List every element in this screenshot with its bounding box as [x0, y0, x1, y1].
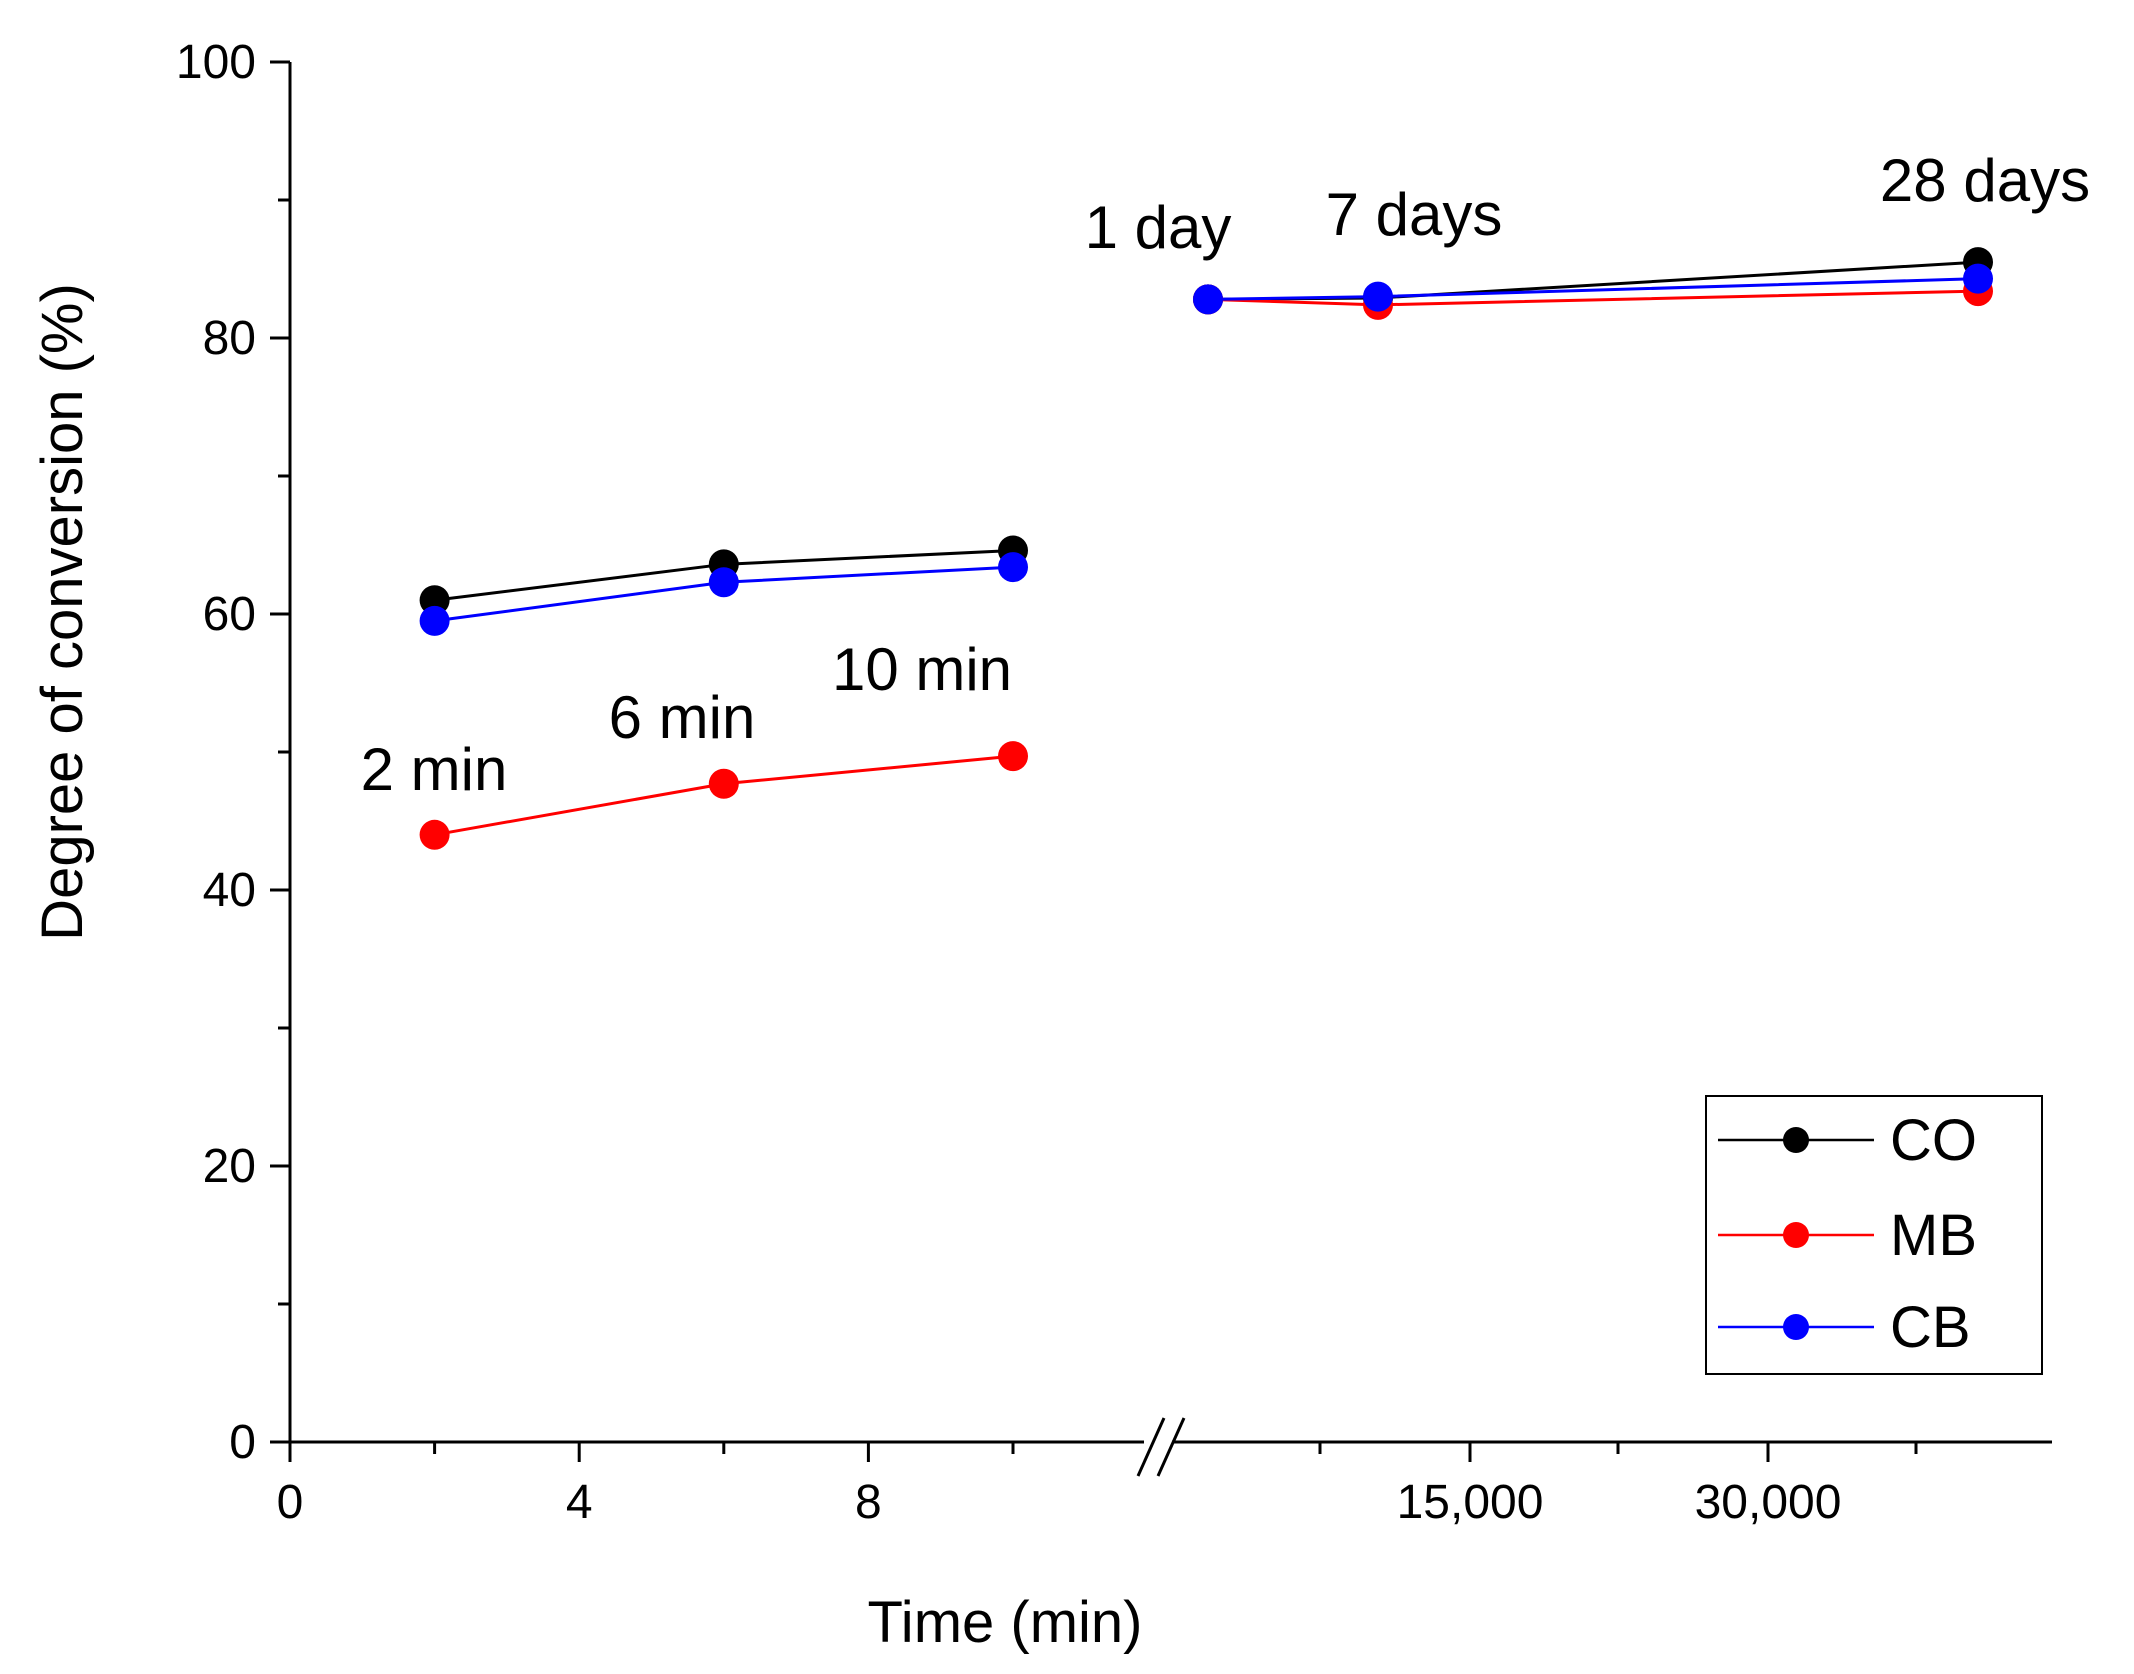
x-tick-label-15-000: 15,000: [1397, 1476, 1544, 1529]
axis-break-mark-1: [1136, 1417, 1166, 1477]
legend-label-cb: CB: [1890, 1295, 1971, 1360]
data-point-mb-seg1-1: [419, 819, 450, 850]
data-point-co-seg1-1: [419, 585, 450, 616]
legend-marker-mb: [1783, 1222, 1809, 1248]
annotation-7-days: 7 days: [1326, 181, 1503, 248]
axis-break-mark-2: [1156, 1417, 1186, 1477]
data-point-cb-seg2-1: [1193, 284, 1223, 315]
y-tick-label-60: 60: [203, 588, 256, 641]
legend-marker-cb: [1783, 1314, 1809, 1340]
data-point-cb-seg1-1: [419, 605, 450, 636]
y-tick-label-20: 20: [203, 1140, 256, 1193]
legend-label-co: CO: [1890, 1108, 1977, 1173]
data-point-cb-seg1-2: [708, 567, 739, 598]
data-point-cb-seg1-3: [998, 552, 1028, 583]
y-tick-label-100: 100: [176, 36, 256, 89]
y-axis-ticks: 0 20 40 60 80 100: [176, 36, 290, 1469]
legend-entry-cb: CB: [1718, 1295, 1971, 1360]
annotations: 2 min 6 min 10 min 1 day 7 days 28 days: [361, 147, 2090, 803]
series-line-cb-seg2: [1207, 277, 1979, 301]
y-tick-label-0: 0: [229, 1416, 256, 1469]
legend-entry-co: CO: [1718, 1108, 1977, 1173]
series-layer: [419, 247, 1993, 850]
annotation-1-day: 1 day: [1085, 194, 1232, 261]
x-tick-label-30-000: 30,000: [1695, 1476, 1842, 1529]
x-axis-title: Time (min): [868, 1590, 1143, 1655]
legend-entry-mb: MB: [1718, 1203, 1977, 1268]
data-point-mb-seg1-2: [708, 768, 739, 799]
y-tick-label-80: 80: [203, 312, 256, 365]
x-tick-label-8: 8: [855, 1476, 882, 1529]
legend-label-mb: MB: [1890, 1203, 1977, 1268]
x-tick-label-0: 0: [277, 1476, 304, 1529]
y-tick-label-40: 40: [203, 864, 256, 917]
series-markers: [419, 247, 1993, 850]
annotation-2-min: 2 min: [361, 736, 508, 803]
data-point-cb-seg2-3: [1963, 263, 1993, 294]
annotation-10-min: 10 min: [832, 636, 1012, 703]
data-point-mb-seg1-3: [998, 741, 1028, 772]
x-tick-label-4: 4: [566, 1476, 593, 1529]
legend: CO MB CB: [1705, 1095, 2043, 1375]
annotation-28-days: 28 days: [1880, 147, 2090, 214]
legend-marker-co: [1783, 1127, 1809, 1153]
annotation-6-min: 6 min: [609, 684, 756, 751]
y-axis-title: Degree of conversion (%): [30, 283, 95, 941]
x-axis-ticks: 0 4 8 15,000 30,000: [277, 1442, 1918, 1529]
data-point-cb-seg2-2: [1363, 281, 1393, 312]
